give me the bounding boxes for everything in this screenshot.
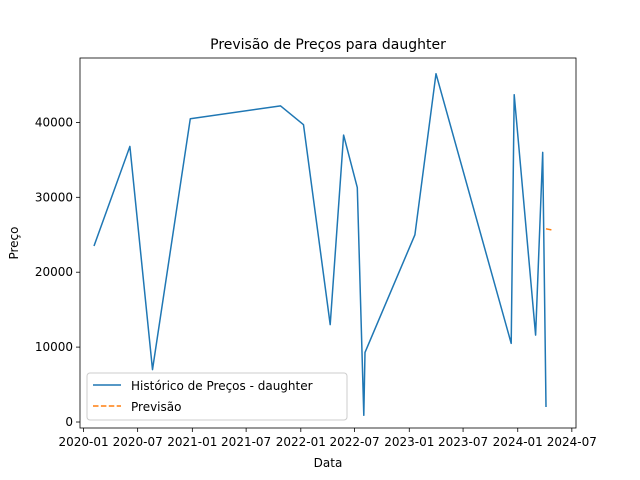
x-tick-label: 2022-01 bbox=[276, 435, 326, 449]
y-tick-label: 20000 bbox=[35, 265, 73, 279]
legend-label-previsao: Previsão bbox=[131, 400, 181, 414]
series-line-previsao bbox=[545, 228, 554, 232]
legend-box bbox=[86, 372, 348, 421]
y-tick-label: 30000 bbox=[35, 190, 73, 204]
legend: Histórico de Preços - daughter Previsão bbox=[86, 372, 348, 421]
y-tick-label: 40000 bbox=[35, 115, 73, 129]
y-tick-label: 0 bbox=[65, 415, 73, 429]
x-tick-label: 2023-01 bbox=[384, 435, 434, 449]
plot-area bbox=[80, 58, 576, 428]
legend-label-historico: Histórico de Preços - daughter bbox=[131, 379, 313, 393]
x-axis-label: Data bbox=[314, 456, 343, 470]
axis-ticks: 2020-01 2020-07 2021-01 2021-07 2022-01 2022-… bbox=[35, 115, 597, 449]
x-tick-label: 2022-07 bbox=[330, 435, 380, 449]
x-tick-label: 2020-01 bbox=[58, 435, 108, 449]
chart-title: Previsão de Preços para daughter bbox=[210, 37, 446, 53]
x-tick-label: 2021-07 bbox=[221, 435, 271, 449]
y-axis-label: Preço bbox=[7, 226, 21, 259]
x-tick-label: 2020-07 bbox=[113, 435, 163, 449]
series-layer bbox=[93, 72, 554, 417]
series-line-historico bbox=[93, 72, 547, 417]
x-tick-label: 2024-01 bbox=[493, 435, 543, 449]
x-tick-label: 2023-07 bbox=[438, 435, 488, 449]
x-tick-label: 2024-07 bbox=[547, 435, 597, 449]
x-tick-label: 2021-01 bbox=[167, 435, 217, 449]
y-tick-label: 10000 bbox=[35, 340, 73, 354]
plot-frame bbox=[79, 57, 577, 429]
